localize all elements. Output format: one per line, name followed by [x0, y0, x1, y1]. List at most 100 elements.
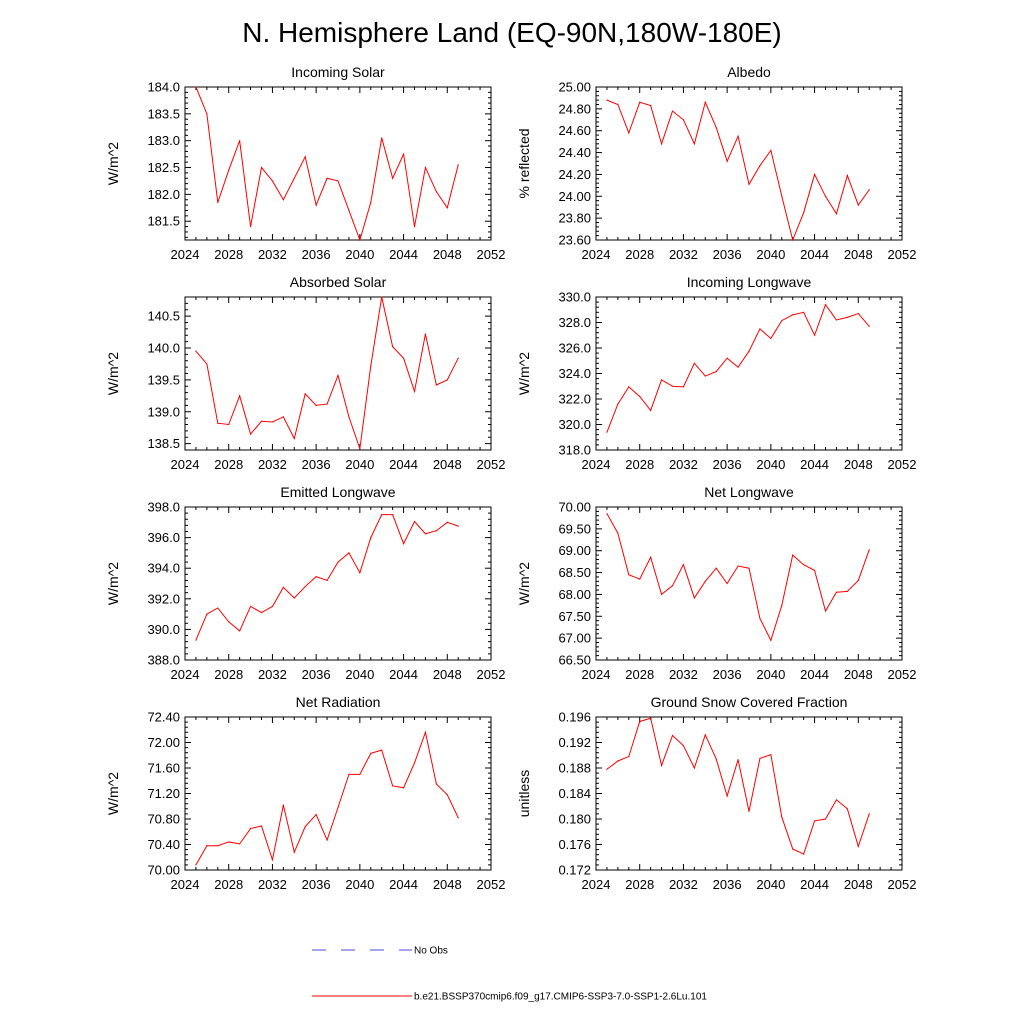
chart-panels: Incoming Solar W/m^2 2024 2028 2032 2036 2040 2… [105, 64, 916, 892]
series-line [195, 730, 459, 866]
data-point [606, 768, 608, 770]
x-tick-label: 2028 [625, 877, 654, 892]
data-point [781, 319, 783, 322]
x-tick-label: 2024 [171, 247, 200, 262]
data-point [606, 431, 608, 433]
y-tick-label: 390.0 [147, 622, 180, 637]
data-point [803, 311, 805, 313]
x-tick-label: 2040 [756, 457, 785, 472]
data-point [726, 160, 728, 162]
panel-title: Albedo [727, 64, 771, 80]
y-tick-label: 24.20 [558, 167, 591, 182]
y-tick-label: 70.00 [558, 500, 591, 515]
y-tick-label: 182.0 [147, 187, 180, 202]
data-point [813, 569, 816, 571]
data-point [704, 580, 706, 582]
data-point [704, 375, 706, 377]
data-point [759, 757, 761, 760]
data-point [446, 379, 448, 381]
x-tick-label: 2028 [625, 457, 654, 472]
data-point [304, 826, 306, 828]
x-tick-label: 2028 [214, 457, 243, 472]
data-point [446, 207, 448, 209]
x-tick-label: 2036 [713, 457, 742, 472]
data-point [628, 132, 630, 134]
data-point [206, 363, 208, 365]
data-point [682, 564, 685, 566]
x-tick-label: 2032 [258, 667, 287, 682]
x-tick-label: 2052 [888, 247, 917, 262]
x-tick-label: 2036 [713, 877, 742, 892]
y-tick-label: 25.00 [558, 80, 591, 95]
data-point [424, 533, 427, 535]
data-point [715, 758, 717, 760]
data-point [326, 177, 328, 179]
plot-frame [595, 506, 903, 661]
data-point [271, 605, 274, 608]
y-tick-label: 392.0 [147, 591, 180, 606]
series-line [195, 296, 459, 449]
x-tick-label: 2048 [844, 877, 873, 892]
y-tick-label: 0.176 [558, 837, 591, 852]
legend: No Obs b.e21.BSSP370cmip6.f09_g17.CMIP6-… [312, 946, 707, 1003]
y-tick-label: 326.0 [558, 341, 591, 356]
data-point [813, 820, 816, 822]
data-point [370, 537, 372, 539]
y-tick-label: 24.40 [558, 145, 591, 160]
data-point [846, 808, 848, 810]
y-tick-label: 69.50 [558, 521, 591, 536]
data-point [424, 731, 427, 733]
data-point [693, 597, 695, 599]
panel-incoming-longwave: Incoming Longwave W/m^2 2024 2028 2032 2036 20… [516, 274, 916, 472]
x-tick-label: 2052 [477, 667, 506, 682]
data-point [846, 174, 848, 177]
data-point [671, 585, 674, 587]
y-axis-label: W/m^2 [516, 562, 532, 605]
data-point [628, 574, 630, 576]
y-tick-label: 23.80 [558, 211, 591, 226]
data-point [260, 420, 263, 422]
y-tick-label: 70.80 [147, 812, 180, 827]
data-point [206, 845, 208, 847]
y-tick-label: 0.184 [558, 786, 591, 801]
x-tick-label: 2044 [800, 667, 829, 682]
x-tick-label: 2024 [582, 457, 611, 472]
data-point [195, 864, 197, 866]
data-point [857, 204, 859, 206]
data-point [857, 312, 859, 315]
data-point [392, 346, 394, 348]
data-point [392, 785, 394, 787]
y-tick-label: 322.0 [558, 392, 591, 407]
data-point [617, 403, 619, 405]
data-point [326, 579, 328, 582]
data-point [726, 582, 728, 585]
x-tick-label: 2052 [888, 877, 917, 892]
data-point [381, 296, 383, 298]
data-point [617, 532, 619, 534]
x-tick-label: 2028 [214, 877, 243, 892]
data-point [737, 565, 739, 567]
panel-title: Net Longwave [704, 484, 794, 500]
data-point [304, 585, 306, 588]
x-tick-label: 2032 [669, 877, 698, 892]
data-point [260, 611, 263, 614]
data-point [693, 767, 695, 769]
y-tick-label: 139.0 [147, 404, 180, 419]
data-point [813, 334, 816, 336]
data-point [846, 316, 848, 318]
y-axis-label: W/m^2 [105, 352, 121, 395]
x-tick-label: 2040 [345, 667, 374, 682]
series-line [606, 717, 870, 855]
data-point [726, 795, 728, 797]
data-point [370, 201, 372, 204]
y-tick-label: 68.00 [558, 587, 591, 602]
data-point [660, 764, 663, 767]
data-point [650, 104, 652, 107]
data-point [803, 564, 805, 566]
y-tick-label: 138.5 [147, 436, 180, 451]
data-point [628, 755, 630, 758]
data-point [392, 514, 394, 516]
data-point [359, 572, 361, 574]
x-tick-label: 2052 [477, 457, 506, 472]
